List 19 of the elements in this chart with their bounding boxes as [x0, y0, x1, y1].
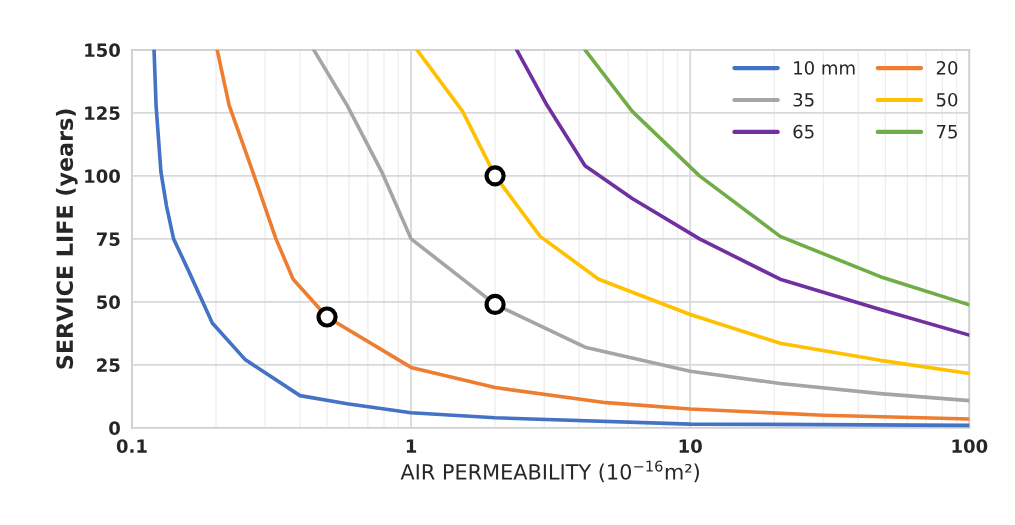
legend-label: 50: [936, 92, 958, 107]
x-tick-label: 0.1: [116, 439, 147, 453]
y-tick-label: 0: [109, 421, 120, 435]
y-tick-label: 125: [85, 106, 120, 120]
x-axis-title: AIR PERMEABILITY (10$^{−16}$m²): [400, 460, 699, 483]
legend-label: 65: [793, 124, 814, 139]
legend-label: 10 mm: [794, 61, 855, 75]
legend-label: 35: [793, 92, 814, 107]
x-tick-label: 100: [952, 439, 988, 453]
y-tick-label: 75: [96, 232, 120, 246]
y-tick-label: 25: [97, 358, 120, 372]
legend-label: 20: [936, 61, 958, 75]
legend-label: 75: [937, 125, 957, 139]
x-tick-label: 1: [406, 439, 417, 453]
y-axis-title: SERVICE LIFE (years): [55, 109, 78, 369]
y-tick-label: 100: [85, 169, 120, 183]
y-tick-label: 150: [85, 43, 120, 57]
y-tick-label: 50: [97, 295, 120, 309]
x-tick-label: 10: [679, 439, 702, 453]
